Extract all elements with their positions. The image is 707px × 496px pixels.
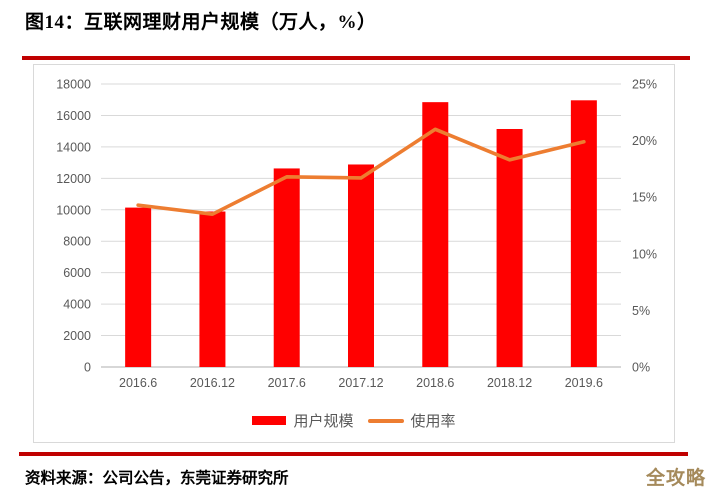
svg-text:10%: 10%	[632, 247, 657, 261]
svg-text:2018.12: 2018.12	[487, 376, 532, 390]
svg-text:4000: 4000	[63, 298, 91, 312]
svg-text:2017.12: 2017.12	[338, 376, 383, 390]
svg-text:5%: 5%	[632, 304, 650, 318]
top-divider-rule	[22, 56, 690, 60]
svg-text:2016.12: 2016.12	[190, 376, 235, 390]
figure-title: 图14：互联网理财用户规模（万人，%）	[25, 12, 377, 33]
svg-text:16000: 16000	[56, 109, 91, 123]
svg-text:2017.6: 2017.6	[268, 376, 306, 390]
source-text: 资料来源：公司公告，东莞证券研究所	[25, 470, 289, 487]
chart-legend: 用户规模 使用率	[34, 410, 674, 431]
legend-item-users: 用户规模	[252, 410, 354, 431]
svg-text:2000: 2000	[63, 329, 91, 343]
svg-text:6000: 6000	[63, 266, 91, 280]
footer-row: 资料来源：公司公告，东莞证券研究所 全攻略	[0, 462, 707, 492]
svg-text:2019.6: 2019.6	[565, 376, 603, 390]
svg-text:0: 0	[84, 361, 91, 375]
chart-area: 0 2000 4000 6000 8000 10000 12000 14000 16000 180…	[33, 64, 675, 443]
svg-text:0%: 0%	[632, 361, 650, 375]
svg-text:18000: 18000	[56, 78, 91, 92]
svg-text:15%: 15%	[632, 191, 657, 205]
legend-label-users: 用户规模	[293, 413, 354, 430]
svg-text:10000: 10000	[56, 203, 91, 217]
chart-canvas: 0 2000 4000 6000 8000 10000 12000 14000 16000 180…	[56, 78, 657, 391]
svg-text:8000: 8000	[63, 235, 91, 249]
svg-text:14000: 14000	[56, 140, 91, 154]
legend-label-rate: 使用率	[410, 413, 456, 430]
svg-text:20%: 20%	[632, 134, 657, 148]
svg-text:12000: 12000	[56, 172, 91, 186]
bottom-divider-rule	[19, 452, 688, 456]
legend-item-rate: 使用率	[367, 410, 456, 431]
bar-swatch-icon	[252, 416, 287, 425]
watermark-text: 全攻略	[645, 468, 706, 489]
svg-text:2016.6: 2016.6	[119, 376, 157, 390]
line-swatch-icon	[367, 418, 404, 423]
svg-text:2018.6: 2018.6	[416, 376, 454, 390]
svg-text:25%: 25%	[632, 78, 657, 92]
